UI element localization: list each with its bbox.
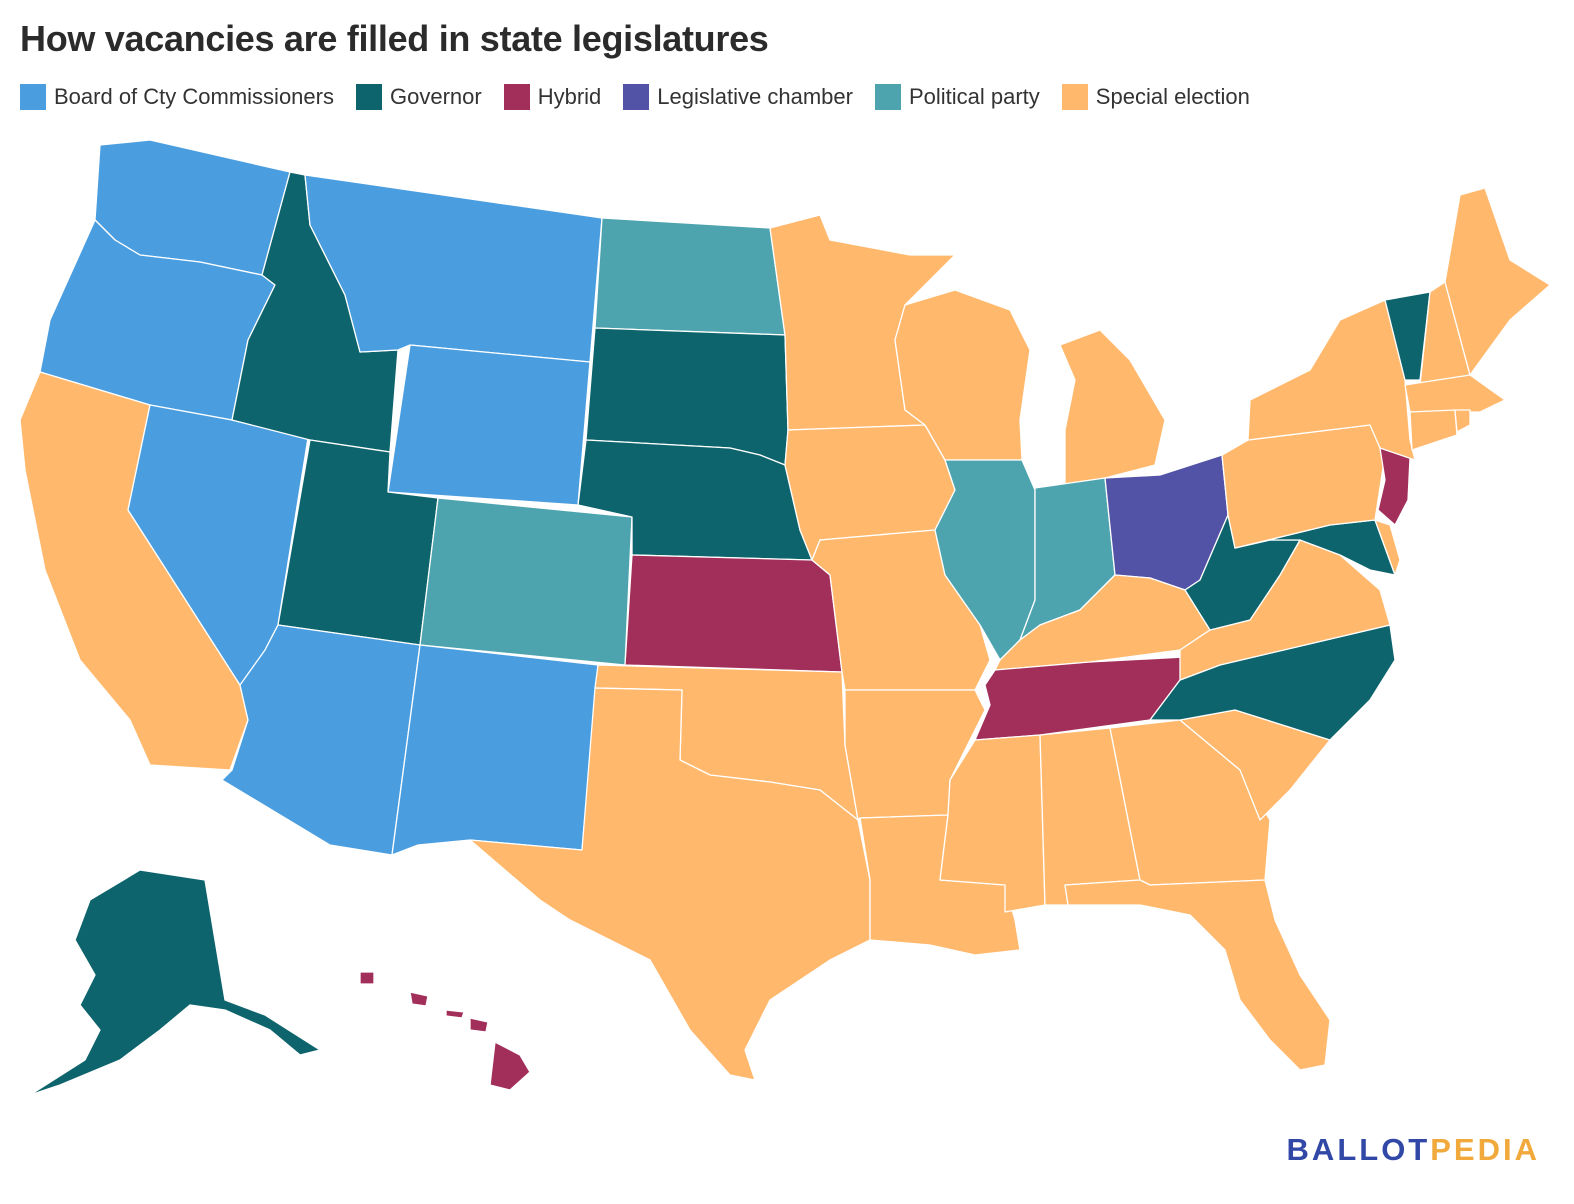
legend-swatch-hybrid	[503, 84, 530, 110]
legend-swatch-special	[1061, 84, 1088, 110]
legend-swatch-board	[20, 84, 46, 110]
legend-item-governor: Governor	[355, 84, 482, 110]
ballotpedia-logo: BALLOTPEDIA	[1287, 1132, 1540, 1168]
legend-item-special: Special election	[1061, 84, 1250, 110]
legend-swatch-governor	[355, 84, 382, 110]
legend-label-governor: Governor	[389, 84, 482, 109]
state-rhode-island[interactable]	[1454, 409, 1471, 433]
legend-item-hybrid: Hybrid	[503, 84, 602, 110]
legend-item-board: Board of Cty Commissioners	[20, 84, 334, 110]
state-wyoming[interactable]	[387, 344, 591, 506]
legend-item-party: Political party	[874, 84, 1040, 110]
state-hawaii-maui[interactable]	[469, 1017, 489, 1033]
state-florida[interactable]	[1064, 879, 1331, 1071]
logo-part-ballot: BALLOT	[1286, 1132, 1431, 1167]
state-maine[interactable]	[1444, 187, 1551, 376]
legend-label-party: Political party	[908, 84, 1040, 109]
state-north-dakota[interactable]	[594, 217, 786, 336]
legend: Board of Cty Commissioners Governor Hybr…	[20, 84, 1250, 110]
state-michigan[interactable]	[1059, 329, 1166, 486]
state-hawaii-kauai[interactable]	[359, 971, 375, 985]
state-hawaii-oahu[interactable]	[409, 991, 429, 1007]
state-colorado[interactable]	[419, 497, 633, 666]
state-texas[interactable]	[469, 687, 871, 1081]
map-title: How vacancies are filled in state legisl…	[20, 18, 769, 59]
state-hawaii-molokai[interactable]	[445, 1009, 465, 1019]
legend-swatch-legislative	[623, 84, 650, 110]
state-massachusetts[interactable]	[1404, 374, 1506, 413]
state-delaware[interactable]	[1374, 519, 1401, 576]
state-new-jersey[interactable]	[1377, 447, 1411, 526]
legend-label-special: Special election	[1095, 84, 1250, 109]
state-new-mexico[interactable]	[391, 644, 599, 856]
state-alaska[interactable]	[29, 869, 321, 1096]
logo-part-pedia: PEDIA	[1430, 1132, 1540, 1167]
legend-swatch-party	[874, 84, 901, 110]
state-montana[interactable]	[304, 174, 603, 363]
legend-label-hybrid: Hybrid	[537, 84, 602, 109]
state-connecticut[interactable]	[1409, 409, 1458, 451]
legend-item-legislative: Legislative chamber	[623, 84, 853, 110]
state-hawaii-big-island[interactable]	[489, 1041, 531, 1091]
state-kansas[interactable]	[624, 554, 843, 673]
legend-label-legislative: Legislative chamber	[657, 84, 853, 109]
legend-label-board: Board of Cty Commissioners	[54, 84, 334, 109]
